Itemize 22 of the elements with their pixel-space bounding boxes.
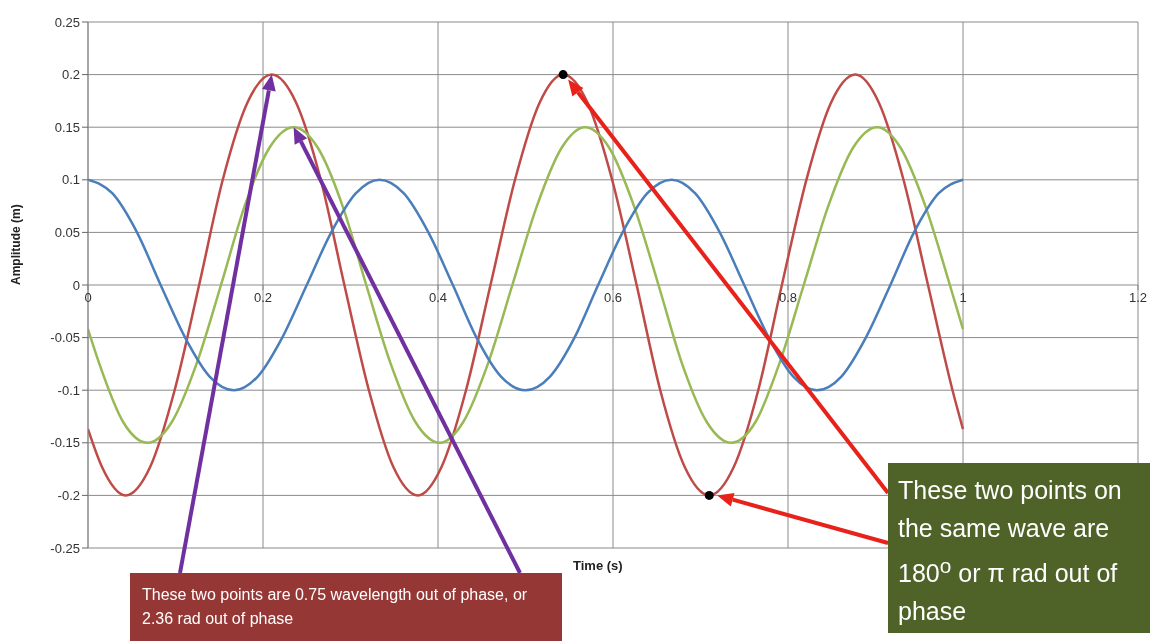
x-tick-label: 1.2: [1128, 290, 1148, 305]
y-tick-label: -0.1: [57, 382, 80, 398]
x-tick-label: 0.4: [428, 290, 448, 305]
y-tick-label: -0.05: [50, 330, 80, 346]
x-tick-label: 0.8: [778, 290, 798, 305]
y-tick-label: -0.25: [50, 540, 80, 556]
annotation: These two points on the same wave are 180$^{o}$ or π rad out of phase: [888, 463, 1150, 633]
y-tick-label: -0.15: [50, 435, 80, 451]
y-tick-label: 0.2: [61, 67, 80, 83]
x-tick-label: 0.6: [603, 290, 623, 305]
y-tick-label: 0.15: [54, 119, 80, 135]
x-axis-title: Time (s): [573, 558, 623, 573]
y-tick-label: 0.05: [54, 225, 80, 241]
x-tick-label: 0: [84, 290, 92, 305]
y-tick-label: 0.1: [61, 172, 80, 188]
y-tick-label: -0.2: [57, 488, 80, 504]
x-tick-label: 1: [959, 290, 967, 305]
x-tick-label: 0.2: [253, 290, 273, 305]
text: These two points are 0.75 wavelength out of phase, or 2.36 rad out of phase: [130, 573, 562, 641]
y-tick-label: 0.25: [54, 14, 80, 30]
y-tick-label: 0: [72, 277, 80, 293]
y-axis-title: Amplitude (m): [9, 204, 24, 285]
